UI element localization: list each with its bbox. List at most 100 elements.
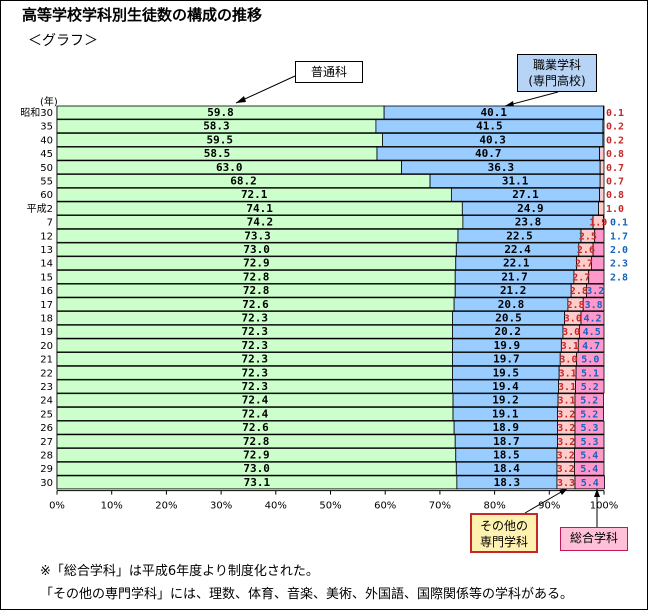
category-label: 30: [40, 478, 53, 489]
data-label-integrated: 2.0: [610, 245, 628, 256]
data-label-integrated: 4.7: [582, 341, 600, 352]
data-label-vocational: 40.7: [475, 147, 502, 160]
data-label-general: 73.3: [244, 229, 271, 242]
data-label-vocational: 18.5: [493, 449, 520, 462]
x-tick-label: 70%: [429, 501, 451, 512]
data-label-vocational: 20.2: [494, 325, 521, 338]
category-label: 22: [40, 368, 53, 379]
bar-integrated: [588, 269, 605, 284]
data-label-general: 72.4: [242, 394, 269, 407]
data-label-other: 3.3: [557, 478, 575, 489]
data-label-vocational: 18.7: [493, 435, 520, 448]
data-label-vocational: 22.1: [503, 257, 530, 270]
category-label: 19: [40, 327, 53, 338]
data-label-vocational: 19.1: [492, 407, 519, 420]
category-label: 26: [40, 423, 53, 434]
data-label-integrated: 3.8: [585, 300, 603, 311]
data-label-vocational: 18.4: [493, 462, 520, 475]
data-label-vocational: 31.1: [502, 175, 529, 188]
data-label-integrated: 5.3: [580, 437, 598, 448]
data-label-vocational: 18.3: [494, 476, 521, 489]
data-label-vocational: 36.3: [488, 161, 515, 174]
data-label-vocational: 21.2: [500, 284, 527, 297]
bar-other: [599, 187, 605, 202]
data-label-general: 68.2: [230, 175, 257, 188]
bar-other: [599, 160, 605, 175]
category-label: 7: [47, 218, 53, 229]
data-label-vocational: 40.1: [481, 106, 508, 119]
data-label-other: 0.7: [606, 163, 624, 174]
data-label-integrated: 4.2: [583, 314, 601, 325]
data-label-general: 59.8: [207, 106, 234, 119]
data-label-vocational: 22.4: [504, 243, 531, 256]
data-label-other: 3.2: [557, 437, 575, 448]
bar-other: [602, 119, 605, 134]
bar-integrated: [574, 475, 605, 490]
bar-integrated: [574, 434, 605, 449]
data-label-other: 2.7: [572, 272, 590, 283]
data-label-vocational: 19.7: [493, 353, 520, 366]
category-label: 平成2: [27, 203, 53, 215]
data-label-other: 3.1: [559, 368, 577, 379]
vocational-course-callout: 職業学科 (専門高校): [517, 54, 597, 92]
data-label-other: 3.1: [557, 396, 575, 407]
data-label-other: 0.2: [606, 135, 624, 146]
bar-integrated: [594, 228, 605, 243]
bar-integrated: [575, 379, 605, 394]
data-label-other: 0.8: [606, 149, 624, 160]
bar-integrated: [574, 393, 604, 408]
data-label-general: 72.3: [241, 312, 268, 325]
data-label-other: 0.1: [606, 108, 624, 119]
data-label-other: 0.2: [606, 122, 624, 133]
data-label-vocational: 20.5: [495, 312, 522, 325]
bar-integrated: [574, 420, 605, 435]
bar-integrated: [577, 338, 605, 353]
bar-integrated: [603, 215, 605, 230]
data-label-other: 3.2: [557, 464, 575, 475]
other-callout-line2: 専門学科: [479, 535, 528, 549]
x-tick-label: 90%: [538, 501, 560, 512]
data-label-general: 73.0: [243, 462, 270, 475]
data-label-vocational: 23.8: [515, 216, 542, 229]
category-label: 14: [40, 259, 53, 270]
category-label: 21: [40, 355, 53, 366]
vocational-callout-line1: 職業学科: [532, 58, 581, 72]
category-label: 45: [40, 149, 53, 160]
data-label-integrated: 5.1: [581, 368, 599, 379]
category-label: 35: [40, 122, 53, 133]
bar-integrated: [574, 406, 604, 421]
bar-integrated: [586, 283, 605, 298]
data-label-other: 0.7: [606, 177, 624, 188]
data-label-other: 3.2: [557, 451, 575, 462]
data-label-vocational: 24.9: [517, 202, 544, 215]
data-label-integrated: 5.4: [580, 451, 598, 462]
data-label-vocational: 18.9: [493, 421, 520, 434]
data-label-general: 72.6: [242, 421, 269, 434]
data-label-other: 3.1: [561, 341, 579, 352]
year-unit-label: (年): [40, 95, 58, 108]
x-tick-label: 50%: [319, 501, 341, 512]
bar-integrated: [592, 242, 605, 257]
data-label-general: 72.8: [243, 270, 270, 283]
data-label-other: 3.0: [559, 355, 577, 366]
category-label: 24: [40, 396, 53, 407]
data-label-general: 58.5: [204, 147, 231, 160]
data-label-general: 72.1: [241, 188, 268, 201]
category-label: 16: [40, 286, 53, 297]
x-tick-label: 20%: [155, 501, 177, 512]
x-tick-label: 30%: [210, 501, 232, 512]
bar-integrated: [582, 297, 605, 312]
bar-integrated: [575, 365, 605, 380]
other-callout-line1: その他の: [479, 519, 528, 533]
data-label-vocational: 27.1: [512, 188, 539, 201]
data-label-vocational: 19.9: [494, 339, 521, 352]
bar-integrated: [578, 324, 605, 339]
data-label-other: 2.8: [570, 286, 588, 297]
data-label-integrated: 5.2: [580, 396, 598, 407]
bar-integrated: [591, 256, 605, 271]
x-tick-label: 80%: [483, 501, 505, 512]
data-label-other: 1.9: [589, 218, 607, 229]
data-label-vocational: 19.2: [492, 394, 519, 407]
data-label-integrated: 5.3: [580, 423, 598, 434]
